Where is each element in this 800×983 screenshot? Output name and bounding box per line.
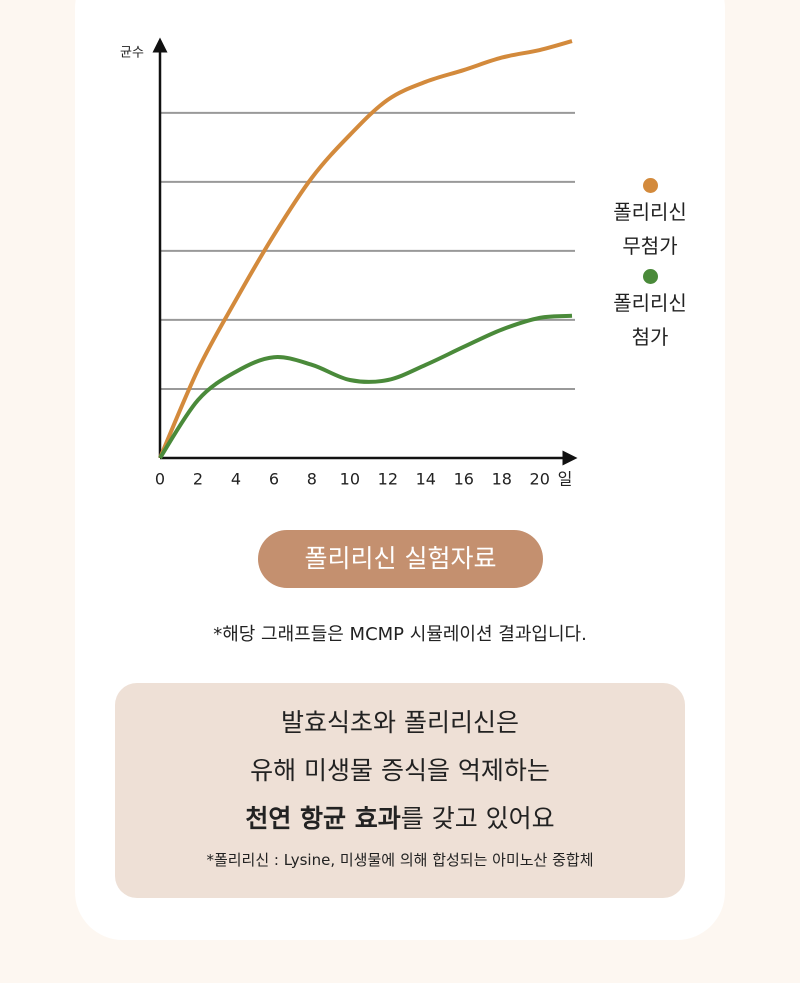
legend-item: 폴리리신 첨가 (605, 269, 695, 354)
legend-label: 폴리리신 무첨가 (613, 200, 687, 258)
legend-label: 폴리리신 첨가 (613, 291, 687, 349)
x-tick-label: 10 (340, 470, 360, 489)
legend-dot (642, 178, 658, 193)
x-tick-label: 16 (454, 470, 474, 489)
x-tick-label: 8 (307, 470, 317, 489)
highlight: 천연 항균 효과 (245, 804, 401, 833)
note: *해당 그래프들은 MCMP 시뮬레이션 결과입니다. (213, 624, 587, 645)
summary-line: 발효식초와 폴리리신은 (281, 708, 519, 737)
x-tick-label: 6 (269, 470, 279, 489)
x-tick-label: 12 (378, 470, 398, 489)
x-tick-label: 18 (492, 470, 512, 489)
legend-dot (642, 269, 658, 284)
x-axis-label: 일 (558, 470, 573, 489)
y-axis-label: 균수 (120, 46, 144, 61)
x-tick-label: 2 (193, 470, 203, 489)
legend-item: 폴리리신 무첨가 (605, 178, 695, 263)
summary-line: 천연 항균 효과를 갖고 있어요 (115, 795, 685, 843)
data-line (158, 313, 573, 460)
x-tick-label: 4 (231, 470, 241, 489)
x-tick-label: 0 (155, 470, 165, 489)
badge: 폴리리신 실험자료 (258, 530, 543, 588)
summary-line: 유해 미생물 증식을 억제하는 (250, 756, 550, 785)
x-tick-label: 20 (530, 470, 550, 489)
footnote: *폴리리신 : Lysine, 미생물에 의해 합성되는 아미노산 중합체 (206, 851, 594, 869)
summary-box: 발효식초와 폴리리신은 유해 미생물 증식을 억제하는 천연 항균 효과를 갖고… (115, 683, 685, 898)
summary-text: 를 갖고 있어요 (400, 804, 555, 833)
x-tick-label: 14 (416, 470, 436, 489)
data-line (158, 39, 573, 459)
chart: 균수 일 0 2 4 6 8 10 12 14 16 18 20 (120, 37, 578, 489)
